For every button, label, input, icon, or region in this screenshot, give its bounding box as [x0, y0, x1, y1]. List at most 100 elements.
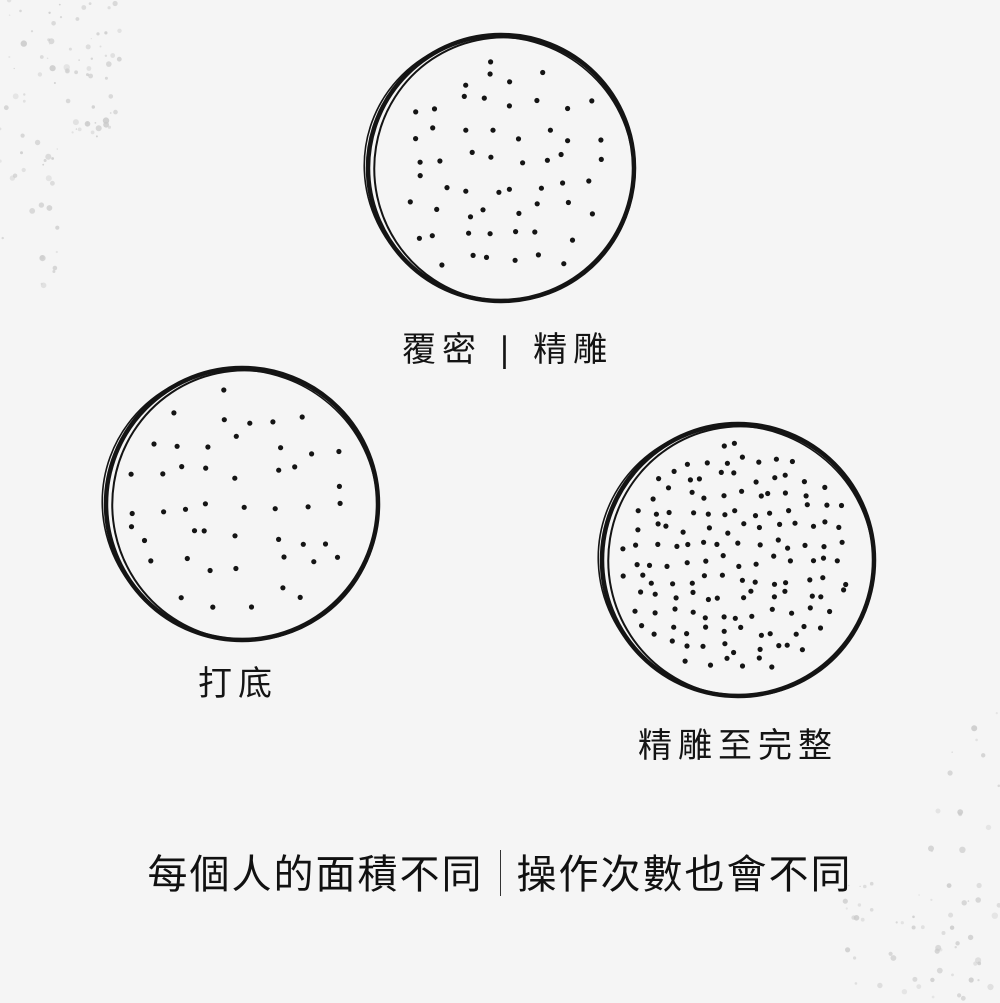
dot	[299, 414, 305, 420]
dot	[417, 159, 423, 165]
dot	[735, 540, 741, 546]
speckle	[997, 784, 1000, 788]
speckle	[949, 925, 955, 930]
dot	[680, 529, 686, 535]
speckle	[8, 14, 11, 16]
dot	[786, 508, 792, 514]
speckle	[117, 28, 122, 33]
speckle	[854, 982, 858, 985]
dot	[558, 151, 564, 158]
speckle	[981, 753, 986, 758]
dot	[178, 595, 184, 601]
speckle	[107, 6, 111, 10]
dot	[646, 562, 653, 569]
speckle	[108, 94, 114, 99]
dot	[461, 93, 467, 99]
speckle	[957, 993, 962, 998]
dot	[771, 553, 777, 559]
dot	[487, 71, 493, 77]
dot	[704, 460, 710, 466]
dot	[655, 541, 661, 548]
dot	[241, 504, 247, 510]
speckle	[110, 53, 116, 58]
speckle	[42, 163, 45, 166]
dot	[665, 485, 672, 491]
speckle	[20, 151, 23, 155]
speckle	[19, 9, 22, 13]
dot	[721, 493, 727, 499]
dot	[513, 229, 519, 235]
dot	[670, 581, 676, 587]
dot	[724, 460, 731, 466]
dot	[620, 546, 626, 552]
dot	[724, 655, 730, 661]
speckle	[43, 159, 47, 162]
dot	[311, 559, 317, 565]
dot	[739, 454, 746, 460]
dot	[776, 643, 782, 649]
label-refine-complete: 精雕至完整	[638, 726, 838, 766]
speckle	[75, 128, 78, 130]
dot	[532, 229, 538, 235]
dot	[233, 433, 239, 439]
speckle	[59, 16, 63, 19]
dot	[516, 210, 522, 216]
speckle	[40, 282, 47, 289]
dot	[210, 604, 216, 610]
dot	[807, 577, 813, 583]
dot	[773, 456, 780, 462]
speckle	[47, 38, 51, 42]
dot	[633, 542, 639, 548]
speckle	[20, 40, 27, 47]
dot	[512, 257, 518, 263]
dot	[707, 662, 714, 668]
dot	[565, 138, 571, 144]
speckle	[995, 712, 998, 715]
dot	[589, 211, 596, 217]
dot	[233, 565, 239, 572]
dot	[207, 567, 213, 574]
dot	[801, 623, 807, 630]
speckle	[48, 11, 51, 14]
speckle	[51, 157, 54, 160]
dot	[767, 631, 773, 637]
dot	[639, 623, 645, 629]
dot	[128, 471, 134, 477]
speckle	[96, 32, 100, 36]
speckle	[86, 66, 92, 71]
speckle	[78, 59, 80, 61]
speckle	[930, 977, 935, 983]
dot	[719, 572, 726, 578]
speckle	[857, 903, 862, 907]
dot	[841, 587, 847, 593]
speckle	[46, 205, 53, 211]
speckle	[91, 105, 96, 109]
speckle	[957, 812, 959, 814]
dot	[171, 410, 177, 416]
dot	[439, 262, 445, 268]
speckle	[869, 908, 874, 912]
dot	[430, 125, 436, 131]
dot	[561, 261, 567, 267]
dot	[437, 158, 443, 164]
circle-refine-complete	[597, 421, 877, 699]
speckle	[113, 109, 118, 115]
dot	[736, 563, 742, 570]
dot	[827, 608, 833, 615]
dot	[632, 608, 638, 614]
dot	[843, 581, 849, 588]
speckle	[21, 167, 26, 173]
dot	[785, 545, 791, 551]
dot	[297, 594, 303, 601]
dot	[817, 625, 824, 631]
speckle	[104, 76, 108, 80]
speckle	[45, 153, 52, 160]
dot	[701, 573, 708, 579]
dot	[635, 508, 641, 514]
speckle	[53, 82, 56, 84]
speckle	[985, 824, 992, 831]
dot	[771, 581, 778, 587]
speckle	[851, 915, 856, 920]
speckle	[90, 130, 95, 135]
circle-outline-stroke	[597, 424, 875, 696]
